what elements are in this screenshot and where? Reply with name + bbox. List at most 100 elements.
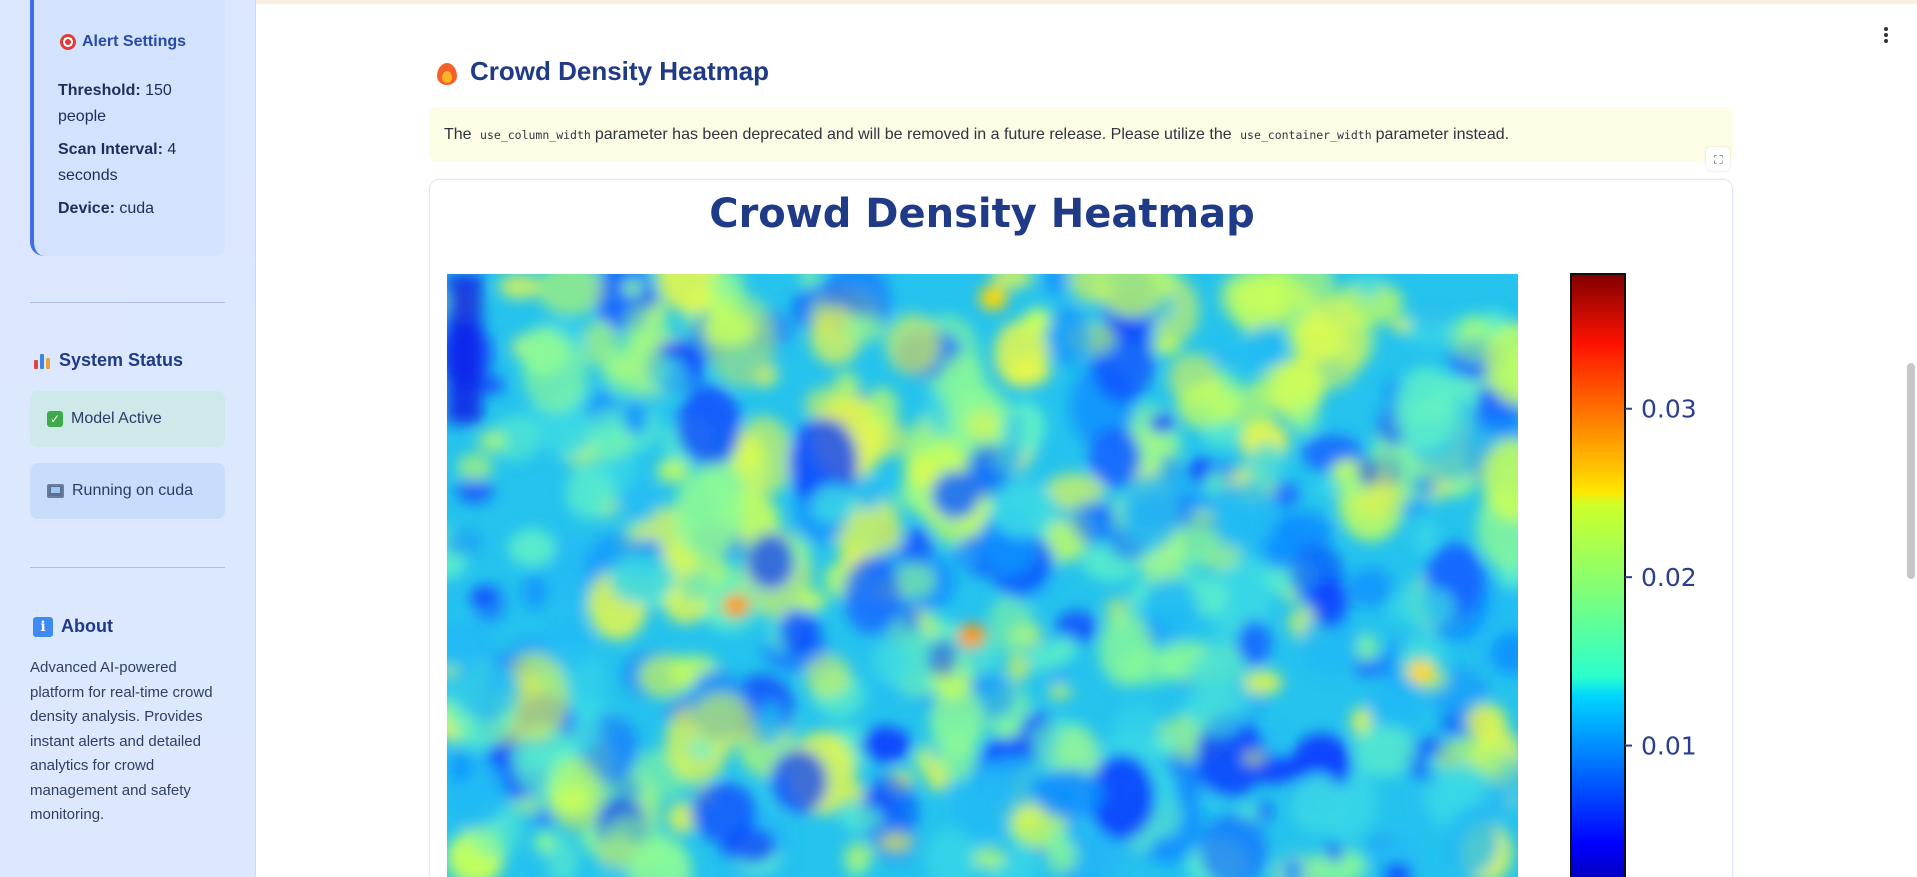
colorbar-tick-label-0: 0.01 [1641,732,1697,761]
alert-settings-title: Alert Settings [60,33,186,51]
fullscreen-button[interactable] [1706,147,1730,171]
heat-cell [1008,843,1039,877]
heat-cell [1120,474,1180,551]
heat-cell [653,355,690,403]
heat-cell [995,720,1020,739]
device-line: Device: cuda [58,196,218,222]
heat-cell [1098,612,1154,687]
system-status-heading: System Status [33,350,183,371]
heat-cell [521,573,549,611]
model-active-status: ✓ Model Active [30,391,225,447]
heat-cell [708,274,745,299]
heat-cell [1237,619,1272,666]
heat-cell [1204,469,1228,495]
heat-cell [608,553,676,604]
heat-cell [1096,274,1166,318]
heat-cell [1270,480,1300,509]
heat-cell [1485,322,1518,406]
heat-cell [1356,274,1381,298]
heat-cell [499,652,569,742]
heat-cell [490,414,541,462]
heat-cell [989,481,1057,538]
heat-cell [1394,366,1458,451]
heat-cell [1382,862,1413,877]
heat-cell [456,452,493,482]
heat-cell [754,702,786,744]
heat-cell [778,607,821,654]
info-icon: i [33,616,53,637]
heat-cell [622,279,644,297]
heat-cell [588,407,623,452]
heat-cell [1219,274,1287,327]
heat-cell [1004,412,1026,441]
heat-cell [839,804,884,832]
heat-cell [1047,683,1073,701]
heat-cell [656,459,690,483]
heatmap-plot [447,274,1518,877]
heat-cell [1176,382,1240,430]
alert-settings-label: Alert Settings [82,33,187,50]
heat-cell [600,343,671,397]
monitor-icon [47,484,64,498]
heat-cell [1183,650,1255,738]
heat-cell [599,814,666,866]
heat-cell [447,664,460,678]
heat-cell [1448,313,1498,363]
main-menu-icon[interactable] [1880,25,1892,45]
scan-interval-line: Scan Interval: 4 seconds [58,137,218,189]
heat-cell [833,372,861,406]
heat-cell [518,326,569,377]
heat-cell [565,466,616,520]
hotspot-1 [957,623,986,648]
hotspot-3 [1022,310,1051,335]
heat-cell [1201,630,1230,656]
heat-cell [1356,633,1378,662]
scan-interval-label: Scan Interval: [58,141,163,158]
expand-icon [1713,154,1723,164]
heat-cell [498,274,541,300]
heat-cell [900,527,934,564]
page-scrollbar[interactable] [1907,363,1915,579]
heat-cell [1411,476,1438,494]
heat-cell [547,757,603,832]
heat-cell [878,831,914,854]
heat-cell [799,274,821,289]
heat-cell [1406,310,1451,347]
heat-cell [843,555,901,635]
heat-cell [1387,584,1457,628]
heat-cell [728,828,778,864]
heat-cell [1044,472,1106,510]
heat-cell [447,528,481,557]
heat-cell [512,795,544,815]
heat-cell [1352,725,1417,777]
heat-cell [1347,567,1394,608]
heat-cell [690,692,753,750]
heat-cell [468,587,495,606]
heat-cell [622,482,661,524]
about-description: Advanced AI-powered platform for real-ti… [30,659,213,823]
heat-cell [534,831,557,854]
heat-cell [733,415,794,498]
device-label: Device: [58,200,115,217]
warning-middle: parameter has been deprecated and will b… [594,125,1232,143]
heat-cell [1247,443,1287,489]
heat-cell [1072,500,1118,544]
heat-cell [990,274,1033,290]
heat-cell [1357,458,1380,487]
heat-cell [1239,558,1271,579]
heat-cell [1199,813,1268,877]
heat-cell [707,293,776,388]
bar-chart-icon [33,352,51,370]
target-icon [60,34,76,50]
heat-cell [480,377,505,394]
heat-cell [843,841,874,869]
heat-cell [621,400,649,435]
heat-cell [885,313,941,375]
heat-cell [860,726,911,763]
heat-cell [1270,511,1333,554]
heat-cell [1314,479,1337,497]
colorbar-gradient [1570,273,1626,877]
heat-cell [928,639,957,678]
heat-cell [673,470,743,560]
heat-cell [842,314,885,343]
